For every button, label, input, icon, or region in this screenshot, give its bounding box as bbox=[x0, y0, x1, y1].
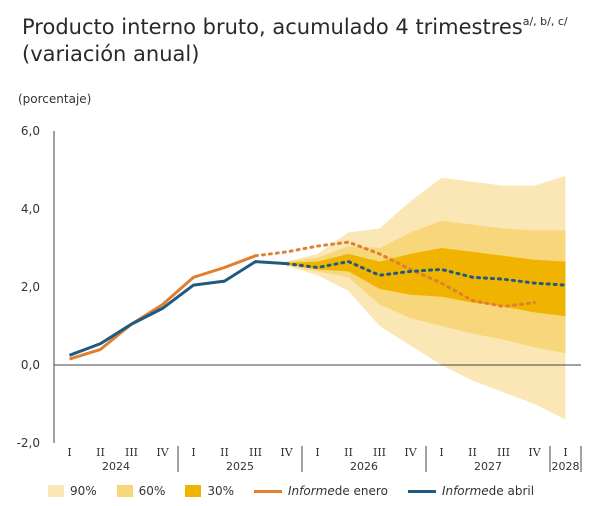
x-quarter-label: III bbox=[249, 446, 262, 459]
legend-label-enero: de enero bbox=[334, 484, 388, 498]
title-notes: a/, b/, c/ bbox=[522, 15, 568, 28]
legend-item-enero: Informe de enero bbox=[254, 484, 388, 498]
legend-line-enero bbox=[254, 489, 283, 493]
x-quarter-label: IV bbox=[280, 446, 293, 459]
legend-line-abril bbox=[407, 489, 436, 493]
y-tick-label: 2,0 bbox=[21, 280, 40, 294]
y-tick-label: -2,0 bbox=[17, 436, 40, 450]
x-year-label: 2024 bbox=[102, 460, 130, 473]
x-quarter-label: II bbox=[220, 446, 229, 459]
x-quarter-label: I bbox=[67, 446, 71, 459]
x-quarter-label: II bbox=[468, 446, 477, 459]
legend-swatch-30 bbox=[185, 485, 202, 497]
legend-label-30: 30% bbox=[207, 484, 235, 498]
y-tick-label: 0,0 bbox=[21, 358, 40, 372]
y-axis-label: (porcentaje) bbox=[18, 92, 92, 106]
series-enero-observed-line bbox=[69, 254, 257, 361]
legend-label-abril-italic: Informe bbox=[441, 484, 489, 498]
x-quarter-label: III bbox=[373, 446, 386, 459]
legend-label-90: 90% bbox=[70, 484, 97, 498]
x-quarter-label: IV bbox=[404, 446, 417, 459]
x-year-label: 2027 bbox=[474, 460, 502, 473]
title-line2: (variación anual) bbox=[22, 42, 200, 66]
x-quarter-label: IV bbox=[156, 446, 169, 459]
legend-label-enero-italic: Informe bbox=[288, 484, 335, 498]
x-quarter-label: I bbox=[563, 446, 567, 459]
x-quarter-label: III bbox=[125, 446, 138, 459]
legend-swatch-90 bbox=[48, 485, 64, 497]
x-quarter-label: II bbox=[96, 446, 105, 459]
x-quarter-label: II bbox=[344, 446, 353, 459]
legend-label-abril: de abril bbox=[488, 484, 535, 498]
legend-item-abril: Informe de abril bbox=[407, 484, 535, 498]
legend-item-60: 60% bbox=[116, 484, 166, 498]
chart-title: Producto interno bruto, acumulado 4 trim… bbox=[22, 8, 568, 68]
x-year-label: 2028 bbox=[552, 460, 580, 473]
legend-item-90: 90% bbox=[48, 484, 97, 498]
x-year-label: 2026 bbox=[350, 460, 378, 473]
series-enero-forecast-line bbox=[254, 240, 536, 309]
y-tick-label: 6,0 bbox=[21, 124, 40, 138]
legend-item-30: 30% bbox=[185, 484, 234, 498]
series-abril-observed-line bbox=[68, 260, 287, 357]
x-quarter-label: I bbox=[191, 446, 195, 459]
x-quarter-label: III bbox=[497, 446, 510, 459]
y-tick-label: 4,0 bbox=[21, 202, 40, 216]
series-abril-forecast-line bbox=[285, 260, 567, 287]
title-line1: Producto interno bruto, acumulado 4 trim… bbox=[22, 15, 523, 39]
x-year-label: 2025 bbox=[226, 460, 254, 473]
x-quarter-label: I bbox=[315, 446, 319, 459]
legend: 90% 60% 30% Informe de enero Informe de … bbox=[48, 484, 554, 498]
x-quarter-label: IV bbox=[528, 446, 541, 459]
x-quarter-label: I bbox=[439, 446, 443, 459]
legend-label-60: 60% bbox=[138, 484, 166, 498]
legend-swatch-60 bbox=[116, 485, 133, 497]
